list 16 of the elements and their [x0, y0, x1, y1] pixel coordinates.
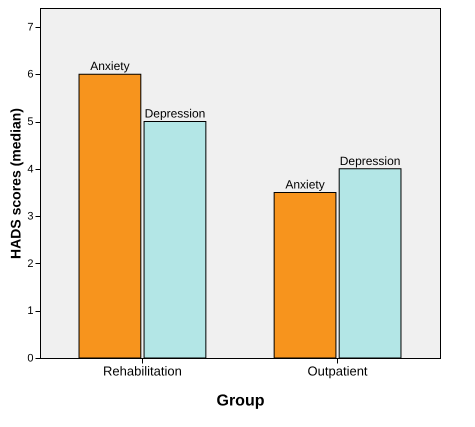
y-tick-label: 7 — [27, 21, 34, 34]
text: Depression — [340, 154, 400, 168]
y-tick-label: 3 — [27, 210, 34, 223]
text: Anxiety — [285, 177, 325, 192]
y-tick-label: 6 — [27, 68, 34, 81]
y-tick-label: 0 — [27, 352, 34, 364]
x-tick-label: Rehabilitation — [103, 364, 182, 378]
series-label: Depression — [144, 106, 206, 121]
y-tick-label: 5 — [27, 116, 34, 128]
y-tick-label: 4 — [27, 163, 34, 176]
y-axis-title: HADS scores (median) — [7, 108, 24, 259]
x-tick-label: Outpatient — [308, 364, 368, 378]
series-label: Anxiety — [90, 59, 130, 74]
y-tick-label: 2 — [27, 258, 34, 270]
x-axis-title: Group — [216, 392, 265, 410]
y-tick-label: 1 — [27, 305, 34, 318]
